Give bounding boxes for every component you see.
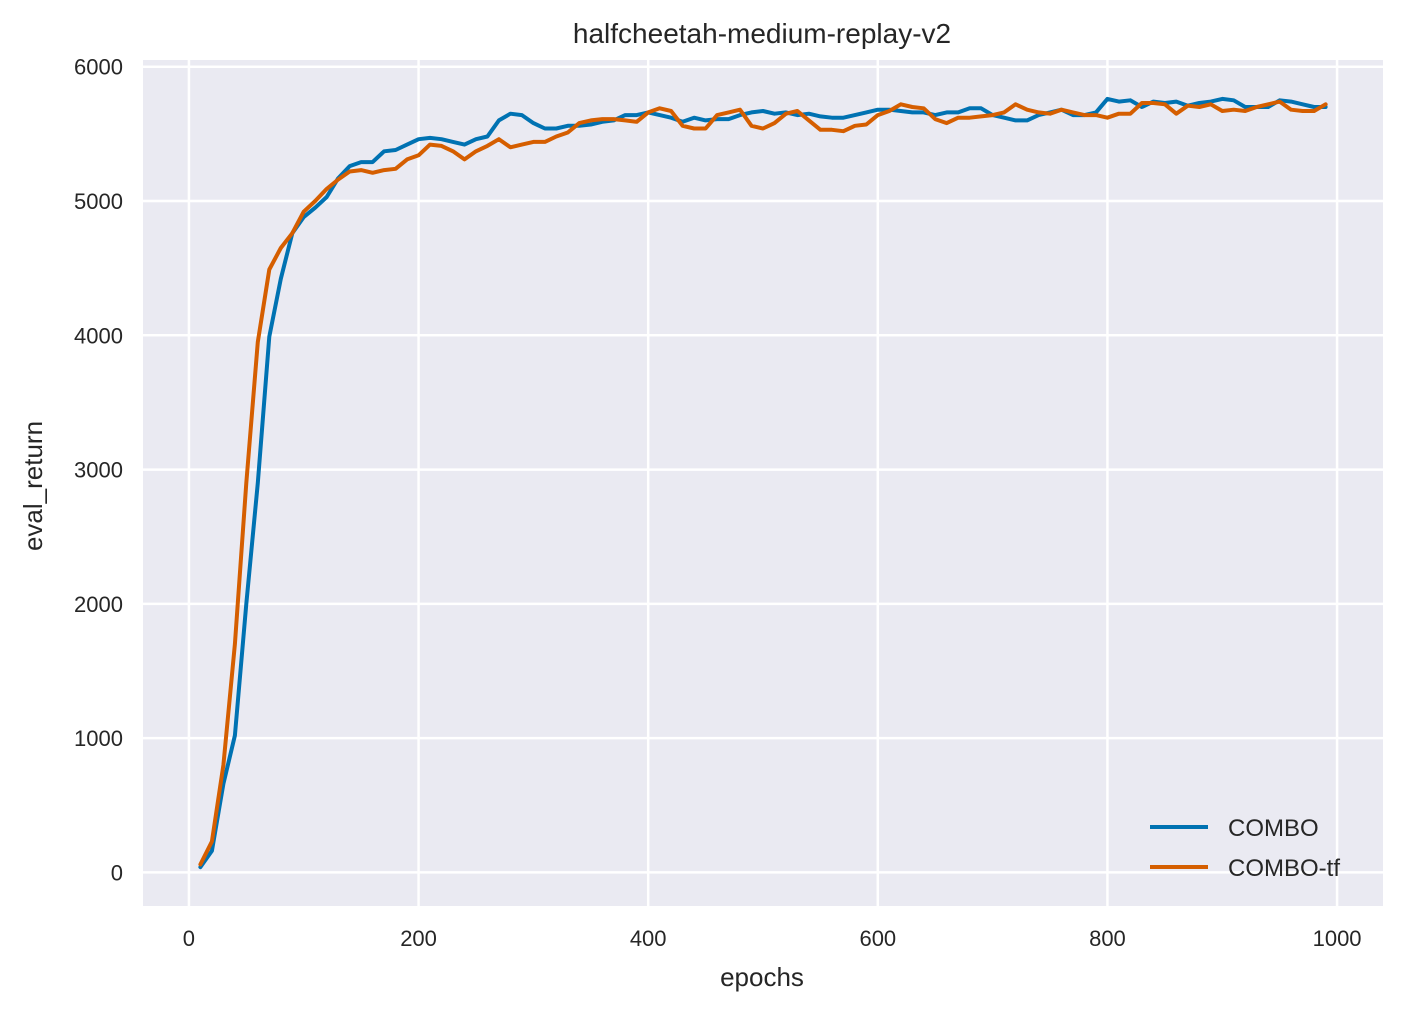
y-ticks: 0 1000 2000 3000 4000 5000 6000 bbox=[74, 55, 123, 886]
x-axis-label: epochs bbox=[720, 962, 804, 992]
x-ticks: 0 200 400 600 800 1000 bbox=[183, 926, 1362, 951]
x-tick-label: 600 bbox=[859, 926, 896, 951]
y-tick-label: 4000 bbox=[74, 323, 123, 348]
legend-label-combo-tf: COMBO-tf bbox=[1228, 855, 1340, 882]
y-tick-label: 1000 bbox=[74, 726, 123, 751]
y-tick-label: 6000 bbox=[74, 55, 123, 80]
legend-label-combo: COMBO bbox=[1228, 815, 1319, 842]
x-tick-label: 800 bbox=[1089, 926, 1126, 951]
y-tick-label: 2000 bbox=[74, 592, 123, 617]
x-tick-label: 1000 bbox=[1313, 926, 1362, 951]
chart-title: halfcheetah-medium-replay-v2 bbox=[573, 18, 951, 49]
x-tick-label: 400 bbox=[630, 926, 667, 951]
y-tick-label: 0 bbox=[111, 860, 123, 885]
x-tick-label: 200 bbox=[400, 926, 437, 951]
series-lines bbox=[198, 96, 1328, 870]
grid bbox=[143, 60, 1383, 906]
legend: COMBO COMBO-tf bbox=[1150, 815, 1340, 882]
y-axis-label: eval_return bbox=[18, 421, 48, 551]
x-tick-label: 0 bbox=[183, 926, 195, 951]
series-line-combo-tf bbox=[198, 99, 1328, 867]
y-tick-label: 3000 bbox=[74, 458, 123, 483]
y-tick-label: 5000 bbox=[74, 189, 123, 214]
